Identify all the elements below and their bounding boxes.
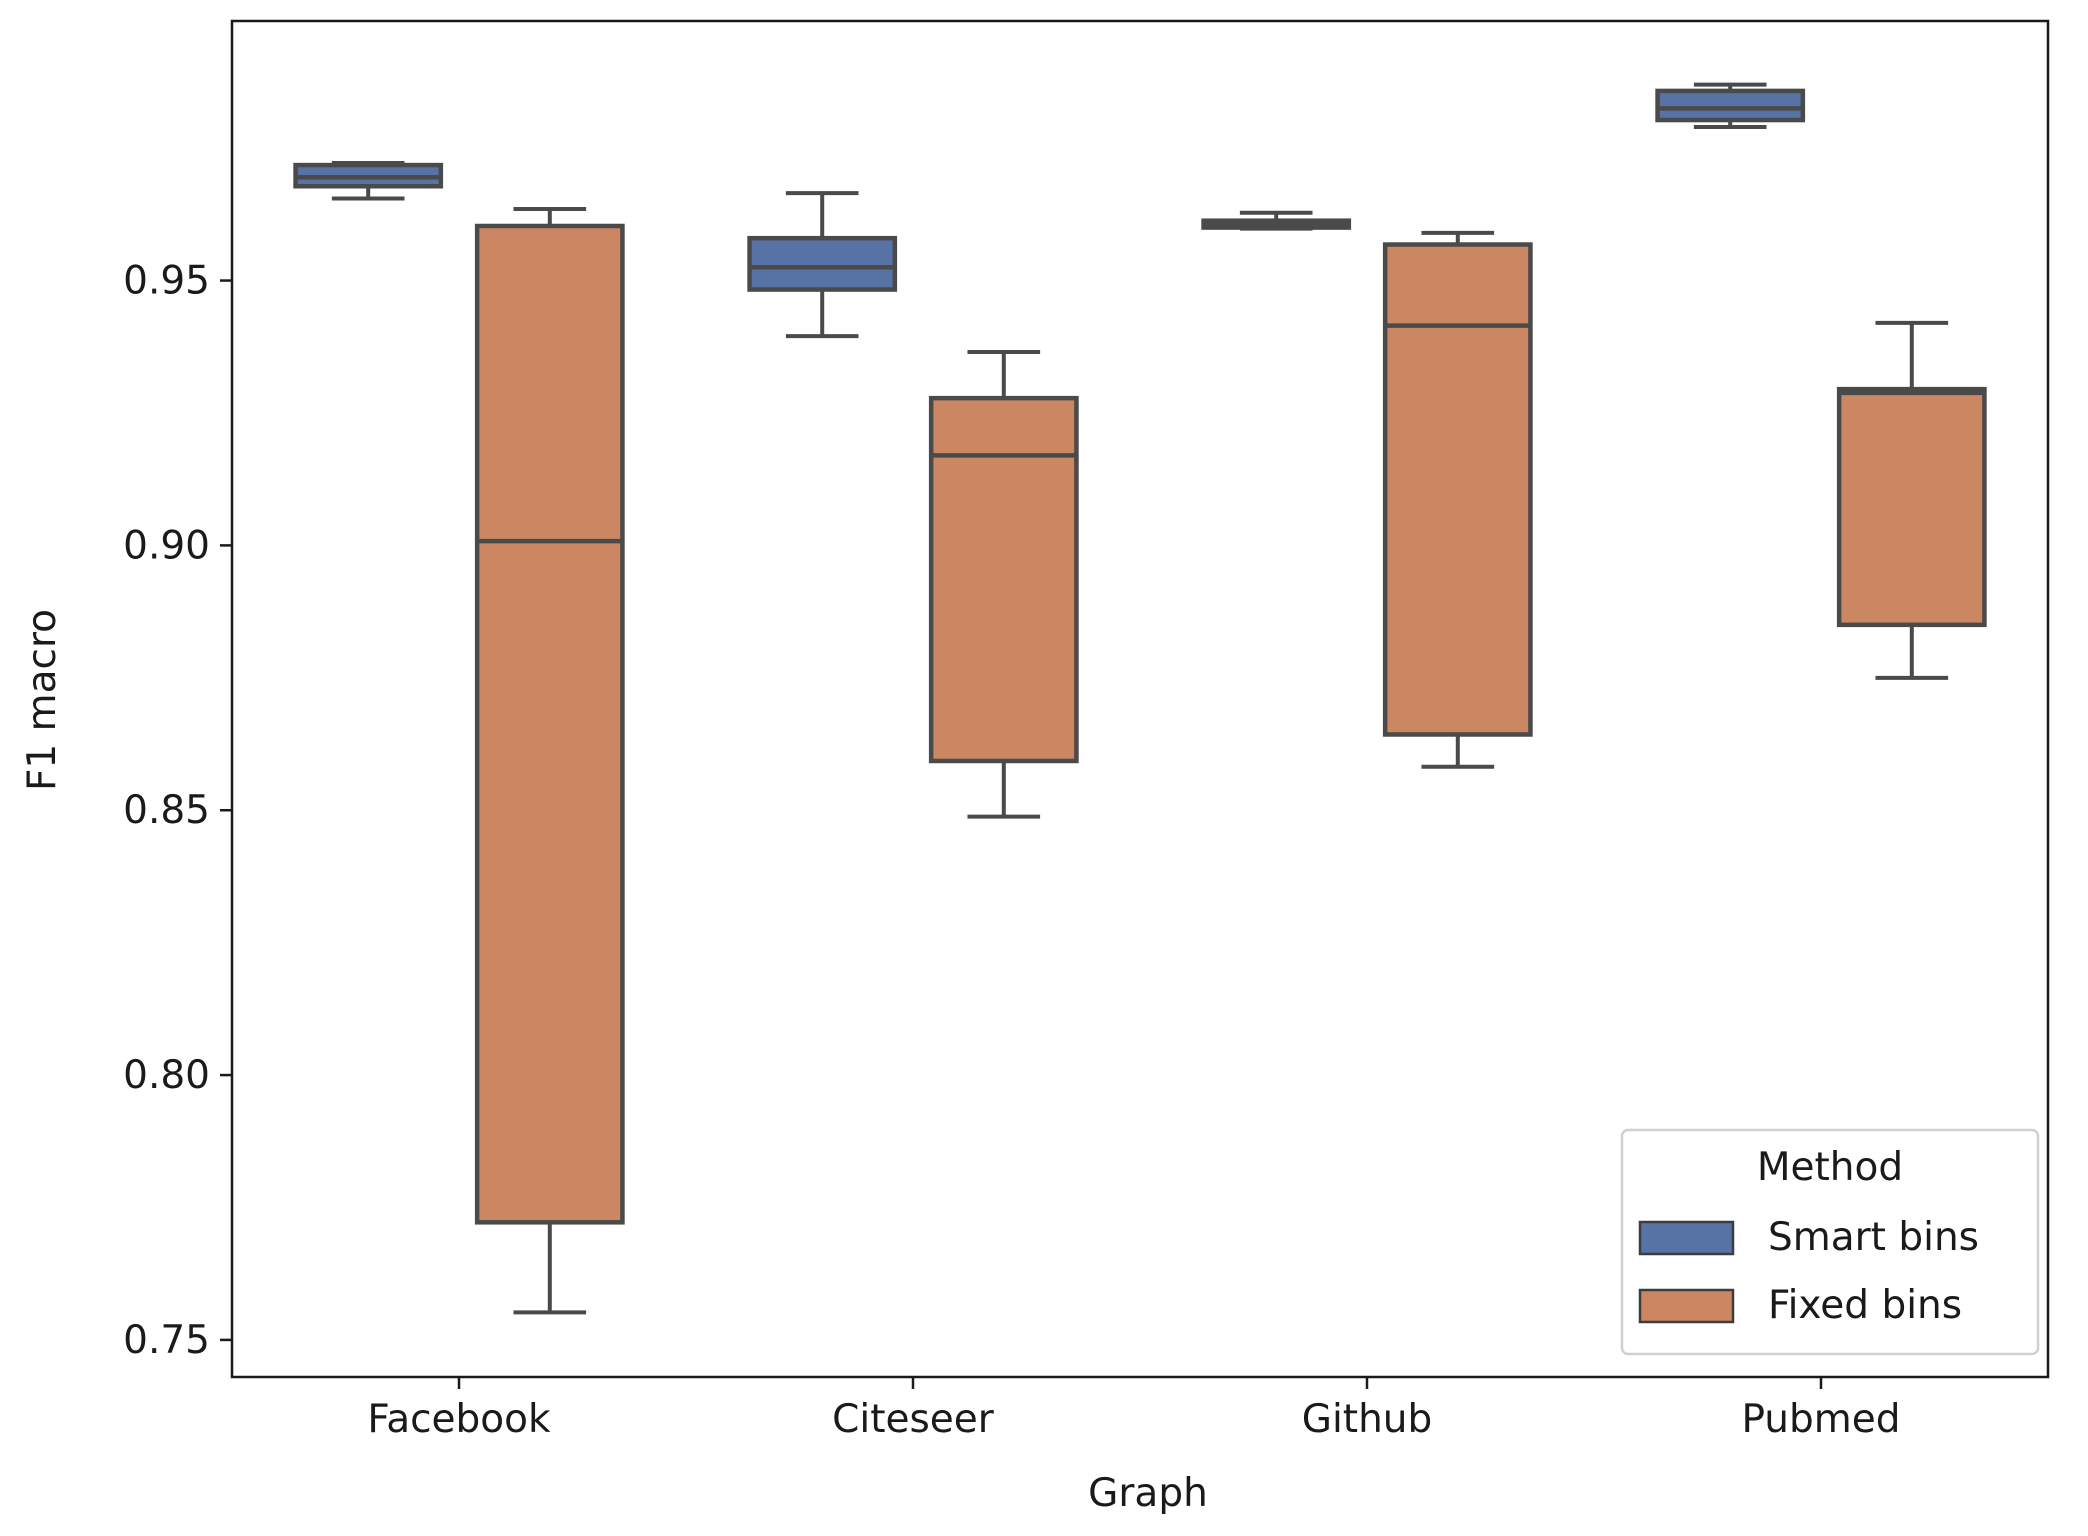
x-tick-label: Pubmed [1741,1397,1900,1442]
box-iqr [474,223,625,1225]
box-fixed-bins-citeseer [928,350,1079,819]
box-smart-bins-pubmed [1655,82,1806,129]
x-axis: Facebook Citeseer Github Pubmed [367,1377,1901,1442]
legend-label-smart-bins: Smart bins [1768,1215,1979,1260]
y-tick-label: 0.85 [123,788,210,833]
y-tick-label: 0.80 [123,1053,210,1098]
box-iqr [1382,242,1533,737]
box-iqr [747,235,898,292]
box-iqr [1655,88,1806,123]
legend-label-fixed-bins: Fixed bins [1768,1283,1962,1328]
box-iqr [928,395,1079,764]
legend: Method Smart bins Fixed bins [1620,1128,2040,1356]
box-smart-bins-citeseer [747,191,898,339]
x-tick-label: Github [1302,1397,1433,1442]
y-axis-label: F1 macro [20,609,65,791]
box-smart-bins-github [1201,210,1352,231]
box-group [293,82,1987,1315]
box-fixed-bins-github [1382,230,1533,769]
y-tick-label: 0.95 [123,259,210,304]
legend-swatch-fixed-bins [1638,1288,1735,1324]
y-tick-label: 0.75 [123,1318,210,1363]
box-fixed-bins-pubmed [1836,320,1987,680]
box-iqr [1836,386,1987,628]
y-tick-label: 0.90 [123,523,210,568]
x-axis-label: Graph [1088,1471,1208,1516]
legend-title: Method [1757,1145,1903,1190]
box-smart-bins-facebook [293,160,444,201]
legend-swatch-smart-bins [1638,1220,1735,1256]
y-axis: 0.75 0.80 0.85 0.90 0.95 [123,259,232,1363]
box-fixed-bins-facebook [474,207,625,1315]
x-tick-label: Facebook [367,1397,551,1442]
x-tick-label: Citeseer [832,1397,995,1442]
plot-frame [230,19,2050,1379]
